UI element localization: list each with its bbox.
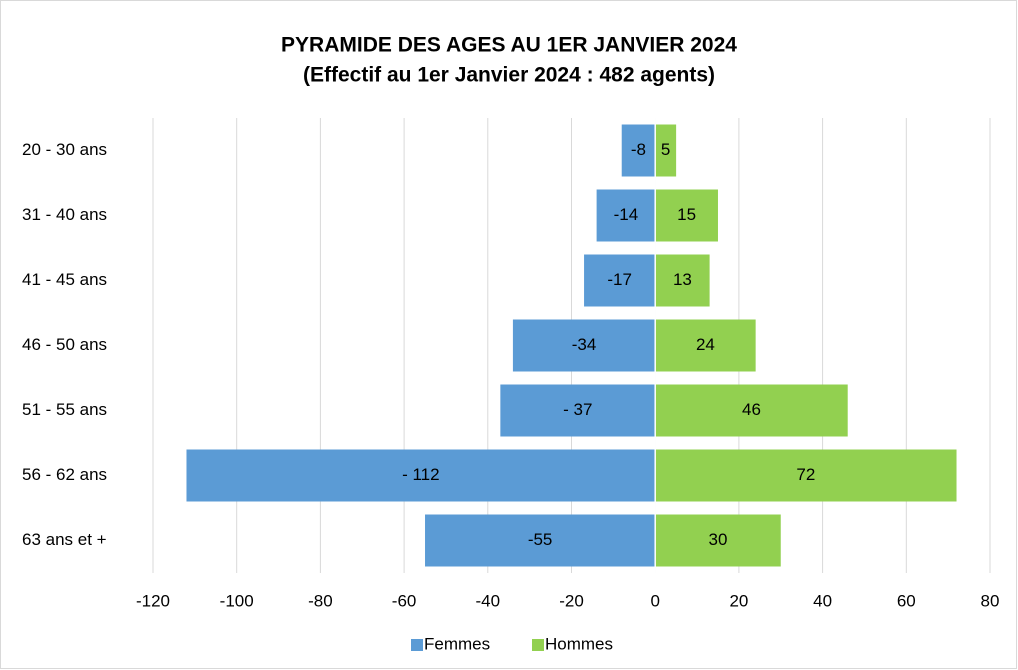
- data-label: -55: [528, 530, 553, 549]
- bar: [186, 449, 656, 502]
- legend-swatch: [411, 639, 423, 651]
- y-tick-label: 51 - 55 ans: [22, 400, 107, 419]
- x-tick-label: 80: [981, 591, 1000, 610]
- data-label: 24: [696, 335, 715, 354]
- y-tick-label: 31 - 40 ans: [22, 205, 107, 224]
- data-label: -8: [631, 140, 646, 159]
- chart-title: PYRAMIDE DES AGES AU 1ER JANVIER 2024: [281, 34, 737, 57]
- data-label: 15: [677, 205, 696, 224]
- bar: [621, 124, 656, 177]
- bar: [425, 514, 656, 567]
- legend-swatch: [532, 639, 544, 651]
- data-label: - 112: [402, 465, 440, 484]
- data-label: -17: [607, 270, 632, 289]
- data-label: -34: [572, 335, 597, 354]
- bar: [655, 319, 756, 372]
- x-tick-label: -100: [220, 591, 254, 610]
- x-tick-label: 0: [650, 591, 659, 610]
- x-tick-label: -60: [392, 591, 417, 610]
- bar: [655, 449, 957, 502]
- bar: [584, 254, 656, 307]
- bar: [655, 189, 718, 242]
- y-tick-label: 46 - 50 ans: [22, 335, 107, 354]
- x-tick-label: -20: [559, 591, 584, 610]
- data-label: 30: [709, 530, 728, 549]
- data-label: 72: [796, 465, 815, 484]
- data-label: -14: [614, 205, 639, 224]
- bar: [512, 319, 656, 372]
- legend-label: Hommes: [545, 634, 613, 653]
- y-tick-label: 20 - 30 ans: [22, 140, 107, 159]
- data-label: 46: [742, 400, 761, 419]
- y-tick-label: 63 ans et +: [22, 530, 107, 549]
- data-label: - 37: [563, 400, 592, 419]
- bar: [500, 384, 656, 437]
- y-tick-label: 41 - 45 ans: [22, 270, 107, 289]
- bar: [596, 189, 656, 242]
- bar: [655, 514, 781, 567]
- bar: [655, 124, 677, 177]
- bar: [655, 254, 710, 307]
- x-tick-label: 40: [813, 591, 832, 610]
- y-tick-label: 56 - 62 ans: [22, 465, 107, 484]
- data-label: 13: [673, 270, 692, 289]
- bar: [655, 384, 848, 437]
- legend-label: Femmes: [424, 634, 490, 653]
- x-tick-label: -40: [476, 591, 501, 610]
- x-tick-label: -120: [136, 591, 170, 610]
- chart-subtitle: (Effectif au 1er Janvier 2024 : 482 agen…: [303, 64, 715, 87]
- x-tick-label: 20: [729, 591, 748, 610]
- data-label: 5: [661, 140, 670, 159]
- x-tick-label: -80: [308, 591, 333, 610]
- x-tick-label: 60: [897, 591, 916, 610]
